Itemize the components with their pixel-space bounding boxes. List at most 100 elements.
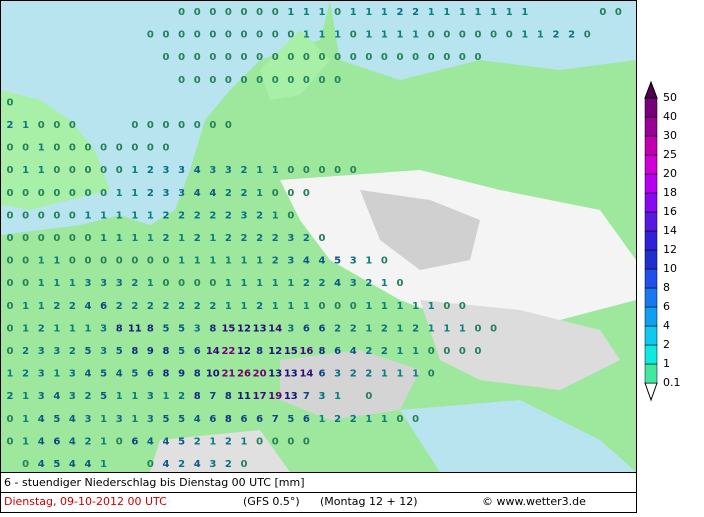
precip-value: 5 [131,369,138,380]
precip-value: 2 [303,233,310,244]
precip-value: 0 [334,52,341,63]
precip-value: 2 [553,30,560,41]
precip-value: 1 [537,30,544,41]
precip-value: 0 [194,75,201,86]
baltic [330,1,636,80]
precip-value: 0 [303,75,310,86]
precip-value: 2 [350,323,357,334]
precip-value: 8 [147,323,154,334]
precip-value: 3 [287,256,294,267]
precip-value: 0 [428,369,435,380]
precip-value: 0 [147,120,154,131]
precip-value: 0 [69,120,76,131]
precip-value: 6 [209,414,216,425]
precip-value: 1 [100,414,107,425]
precip-value: 3 [53,346,60,357]
precip-value: 0 [38,233,45,244]
legend-label: 2 [663,338,670,351]
adriatic [400,400,636,472]
precip-value: 0 [303,188,310,199]
precip-value: 2 [131,301,138,312]
precip-value: 1 [85,323,92,334]
description: 6 - stuendiger Niederschlag bis Dienstag… [4,476,304,489]
precip-value: 3 [163,165,170,176]
precip-value: 0 [85,256,92,267]
precip-value: 9 [147,346,154,357]
precip-value: 2 [85,436,92,447]
precip-value: 2 [53,301,60,312]
precip-value: 1 [241,436,248,447]
precip-value: 0 [412,52,419,63]
legend-label: 14 [663,224,677,237]
precip-value: 2 [568,30,575,41]
precip-value: 1 [85,210,92,221]
precip-value: 0 [272,436,279,447]
precip-value: 4 [319,256,326,267]
precip-value: 6 [241,414,248,425]
precip-value: 0 [256,436,263,447]
precip-value: 1 [241,301,248,312]
precip-value: 0 [7,143,14,154]
precip-value: 0 [459,301,466,312]
precip-value: 1 [38,256,45,267]
precip-value: 3 [209,459,216,470]
precip-value: 1 [303,301,310,312]
precip-value: 1 [365,323,372,334]
precip-value: 1 [22,301,29,312]
precip-value: 0 [53,165,60,176]
precip-value: 1 [225,278,232,289]
southern-hills [150,430,290,472]
precip-value: 8 [131,346,138,357]
precip-value: 7 [209,391,216,402]
precip-value: 0 [53,143,60,154]
legend-label: 20 [663,167,677,180]
precip-value: 13 [284,369,298,380]
precip-value: 4 [85,369,92,380]
precip-value: 1 [147,278,154,289]
precip-value: 3 [85,278,92,289]
precip-value: 1 [69,278,76,289]
precip-value: 0 [412,414,419,425]
legend-band [644,325,658,346]
precip-value: 14 [299,369,313,380]
precip-value: 0 [272,75,279,86]
run: (Montag 12 + 12) [320,495,418,508]
precip-value: 2 [272,233,279,244]
precip-value: 12 [237,346,251,357]
precip-value: 4 [163,459,170,470]
precip-value: 1 [100,436,107,447]
legend-label: 6 [663,300,670,313]
precip-value: 8 [256,346,263,357]
precip-value: 0 [428,346,435,357]
precip-value: 1 [334,30,341,41]
precip-value: 0 [241,75,248,86]
precip-value: 2 [178,391,185,402]
precip-value: 2 [256,233,263,244]
precip-value: 26 [237,369,251,380]
precip-value: 4 [334,278,341,289]
precip-value: 1 [38,143,45,154]
precip-value: 1 [131,165,138,176]
precip-value: 1 [459,323,466,334]
precip-value: 0 [350,30,357,41]
precip-value: 6 [131,436,138,447]
legend-high-arrow [644,80,658,99]
precip-value: 2 [85,391,92,402]
precip-value: 2 [256,210,263,221]
precip-value: 2 [147,301,154,312]
precip-value: 1 [412,346,419,357]
precip-value: 1 [412,30,419,41]
precip-value: 0 [350,52,357,63]
precip-value: 9 [178,369,185,380]
precip-value: 1 [272,210,279,221]
legend-label: 50 [663,91,677,104]
precip-value: 2 [194,436,201,447]
precip-value: 0 [69,210,76,221]
precip-value: 1 [22,165,29,176]
precip-value: 1 [365,30,372,41]
precip-value: 0 [85,143,92,154]
precip-value: 1 [69,323,76,334]
precip-value: 0 [319,52,326,63]
precip-value: 6 [256,414,263,425]
precip-value: 0 [131,143,138,154]
